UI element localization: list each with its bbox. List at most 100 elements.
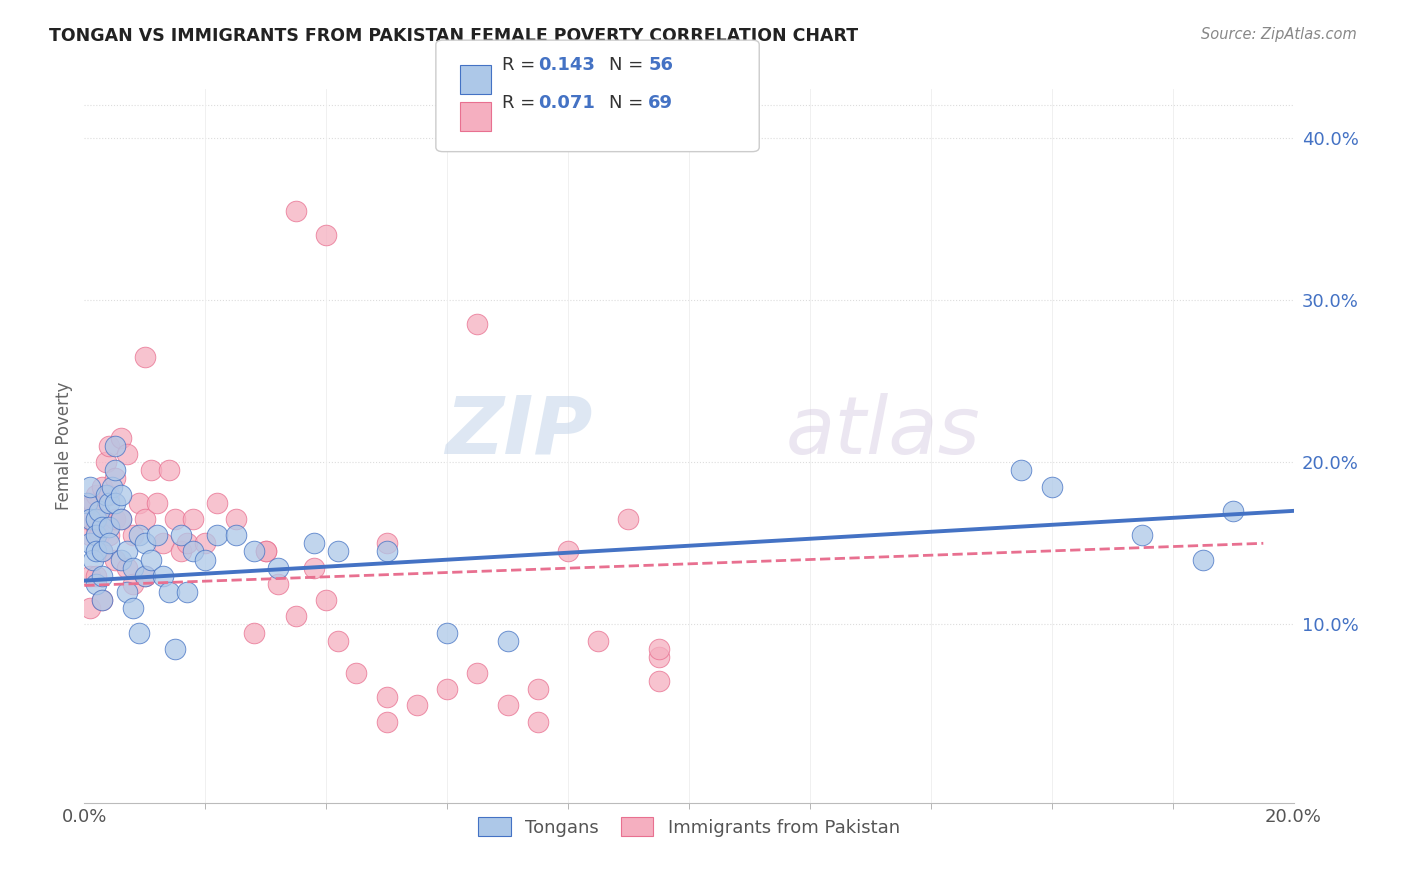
Point <box>104 471 127 485</box>
Point <box>86 488 108 502</box>
Point <box>467 666 489 681</box>
Point <box>157 463 180 477</box>
Text: N =: N = <box>609 56 648 74</box>
Point <box>134 568 156 582</box>
Point <box>121 528 143 542</box>
Text: Source: ZipAtlas.com: Source: ZipAtlas.com <box>1201 27 1357 42</box>
Point <box>1130 528 1153 542</box>
Point <box>267 577 290 591</box>
Point <box>128 528 150 542</box>
Point <box>496 633 519 648</box>
Point <box>86 528 108 542</box>
Point <box>110 512 132 526</box>
Point <box>76 496 98 510</box>
Point <box>115 585 138 599</box>
Point <box>79 479 101 493</box>
Point <box>315 228 337 243</box>
Point <box>76 512 98 526</box>
Point <box>97 528 120 542</box>
Point <box>527 714 550 729</box>
Point <box>89 504 111 518</box>
Text: R =: R = <box>502 56 541 74</box>
Point <box>176 585 198 599</box>
Point <box>110 431 132 445</box>
Point <box>157 585 180 599</box>
Point <box>557 544 579 558</box>
Point <box>134 536 156 550</box>
Point <box>346 666 368 681</box>
Point <box>267 560 290 574</box>
Point <box>328 633 350 648</box>
Point <box>648 641 671 656</box>
Text: R =: R = <box>502 94 541 112</box>
Text: 69: 69 <box>648 94 673 112</box>
Point <box>1011 463 1033 477</box>
Point <box>254 544 277 558</box>
Point <box>194 552 217 566</box>
Point <box>97 496 120 510</box>
Point <box>648 674 671 689</box>
Text: TONGAN VS IMMIGRANTS FROM PAKISTAN FEMALE POVERTY CORRELATION CHART: TONGAN VS IMMIGRANTS FROM PAKISTAN FEMAL… <box>49 27 858 45</box>
Point <box>82 496 104 510</box>
Point <box>97 536 120 550</box>
Point <box>86 577 108 591</box>
Point <box>91 479 114 493</box>
Point <box>496 698 519 713</box>
Point <box>375 714 398 729</box>
Point <box>91 544 114 558</box>
Point <box>128 625 150 640</box>
Point <box>115 447 138 461</box>
Point <box>97 439 120 453</box>
Point <box>94 455 117 469</box>
Point <box>302 560 325 574</box>
Point <box>436 625 458 640</box>
Point <box>139 552 162 566</box>
Point <box>146 496 169 510</box>
Point <box>225 528 247 542</box>
Point <box>134 350 156 364</box>
Point <box>91 568 114 582</box>
Point <box>91 544 114 558</box>
Legend: Tongans, Immigrants from Pakistan: Tongans, Immigrants from Pakistan <box>471 810 907 844</box>
Point <box>97 488 120 502</box>
Text: N =: N = <box>609 94 648 112</box>
Point <box>1222 504 1244 518</box>
Point <box>91 593 114 607</box>
Point <box>134 512 156 526</box>
Point <box>207 496 229 510</box>
Point <box>527 682 550 697</box>
Point <box>86 568 108 582</box>
Point <box>617 512 640 526</box>
Text: ZIP: ZIP <box>444 392 592 471</box>
Point <box>194 536 217 550</box>
Point <box>170 544 193 558</box>
Point <box>375 690 398 705</box>
Point <box>146 528 169 542</box>
Point <box>104 463 127 477</box>
Point <box>115 560 138 574</box>
Point <box>176 536 198 550</box>
Point <box>79 536 101 550</box>
Point <box>648 649 671 664</box>
Point <box>181 512 204 526</box>
Text: 0.143: 0.143 <box>538 56 595 74</box>
Point <box>115 544 138 558</box>
Point <box>128 496 150 510</box>
Point <box>110 552 132 566</box>
Text: 56: 56 <box>648 56 673 74</box>
Point <box>328 544 350 558</box>
Point <box>139 463 162 477</box>
Point <box>121 577 143 591</box>
Point <box>152 536 174 550</box>
Point <box>254 544 277 558</box>
Point <box>302 536 325 550</box>
Point <box>375 544 398 558</box>
Text: atlas: atlas <box>786 392 980 471</box>
Point <box>242 625 264 640</box>
Point <box>97 520 120 534</box>
Point <box>110 488 132 502</box>
Point <box>110 512 132 526</box>
Point <box>79 528 101 542</box>
Point <box>285 203 308 218</box>
Point <box>94 488 117 502</box>
